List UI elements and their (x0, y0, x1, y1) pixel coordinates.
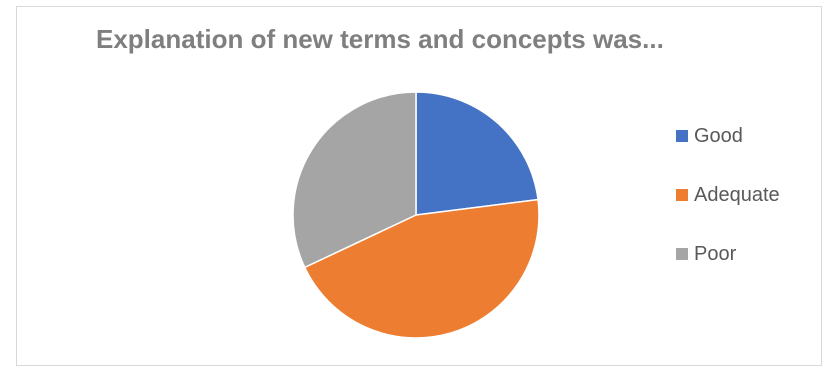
legend-label-adequate: Adequate (694, 184, 780, 206)
legend-item-adequate: Adequate (676, 183, 780, 207)
legend-label-poor: Poor (694, 243, 737, 265)
legend-swatch-adequate (676, 189, 688, 201)
legend-item-good: Good (676, 124, 743, 148)
pie-slice-good (415, 91, 539, 216)
pie-slice-poor (292, 91, 417, 269)
pie-slices (292, 91, 540, 339)
legend-item-poor: Poor (676, 242, 736, 266)
pie-slice-adequate (303, 198, 540, 339)
legend-label-good: Good (694, 125, 743, 147)
chart-title: Explanation of new terms and concepts wa… (96, 24, 664, 54)
legend-swatch-poor (676, 248, 688, 260)
pie-chart (292, 91, 540, 339)
legend-swatch-good (676, 130, 688, 142)
